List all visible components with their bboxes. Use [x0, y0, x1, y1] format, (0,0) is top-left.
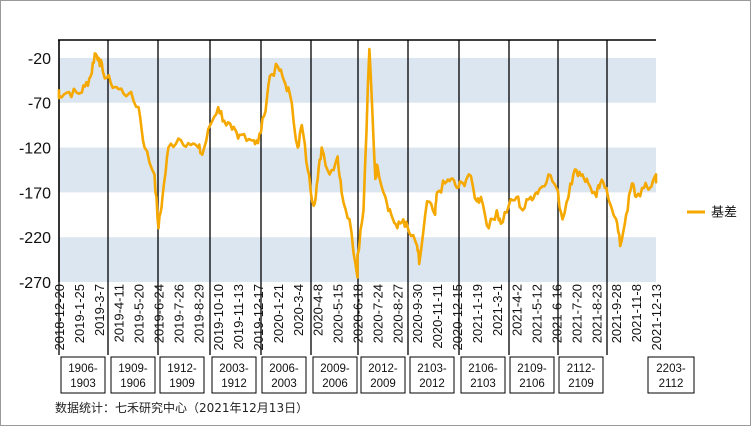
period-box — [211, 356, 257, 394]
x-tick-label: 2019-3-7 — [92, 284, 107, 336]
x-tick-label: 2019-8-29 — [191, 284, 206, 343]
x-tick-label: 2021-5-12 — [530, 284, 545, 343]
x-tick-label: 2019-11-13 — [231, 284, 246, 350]
x-axis-ticks: 2018-12-20 2019-1-25 2019-3-7 2019-4-11 2019… — [52, 284, 664, 351]
period-label-top: 2112- — [567, 363, 596, 375]
x-tick-label: 2019-10-10 — [211, 284, 226, 351]
x-tick-label: 2021-9-28 — [609, 284, 624, 343]
period-box — [360, 356, 406, 394]
period-label-bottom: 1906 — [120, 378, 146, 390]
period-label-top: 2103- — [417, 363, 447, 375]
y-tick-label: -220 — [19, 230, 51, 247]
x-tick-label: 2020-5-15 — [331, 284, 346, 343]
legend-label: 基差 — [711, 206, 737, 221]
period-box — [509, 356, 555, 394]
period-box — [312, 356, 358, 394]
x-tick-label: 2021-1-19 — [470, 284, 485, 343]
period-label-top: 2106- — [468, 363, 498, 375]
period-label-bottom: 2109 — [568, 378, 594, 390]
period-label-bottom: 2006 — [322, 378, 348, 390]
x-tick-label: 2021-11-8 — [629, 284, 644, 342]
period-label-top: 2109- — [517, 363, 547, 375]
period-label-top: 1906- — [68, 363, 98, 375]
series-line-basis — [57, 47, 658, 279]
period-label-top: 2012- — [368, 363, 398, 375]
period-label-bottom: 2003 — [271, 378, 297, 390]
x-tick-label: 2019-1-25 — [72, 284, 87, 343]
x-tick-label: 2021-4-2 — [510, 284, 525, 336]
x-tick-label: 2020-3-4 — [291, 284, 306, 336]
period-box — [558, 356, 604, 394]
x-tick-label: 2020-11-11 — [430, 284, 445, 349]
x-tick-label: 2021-6-16 — [550, 284, 565, 343]
period-box — [647, 356, 695, 394]
y-tick-label: -120 — [19, 141, 51, 158]
period-label-top: 2009- — [320, 363, 350, 375]
x-tick-label: 2019-6-24 — [152, 284, 167, 343]
y-tick-label: -270 — [19, 275, 51, 292]
period-label-top: 1909- — [118, 363, 148, 375]
x-tick-label: 2019-7-26 — [171, 284, 186, 343]
period-label-top: 2006- — [269, 363, 299, 375]
x-tick-label: 2021-7-20 — [569, 284, 584, 343]
period-label-bottom: 2103 — [470, 378, 496, 390]
x-tick-label: 2018-12-20 — [52, 284, 67, 351]
period-box — [409, 356, 455, 394]
x-tick-label: 2021-8-23 — [589, 284, 604, 343]
period-label-bottom: 2009 — [370, 378, 396, 390]
period-label-bottom: 2106 — [519, 378, 545, 390]
x-tick-label: 2019-4-11 — [112, 284, 127, 342]
period-box — [460, 356, 506, 394]
x-tick-label: 2019-12-17 — [251, 284, 266, 351]
period-box — [261, 356, 307, 394]
x-tick-label: 2021-12-13 — [649, 284, 664, 351]
x-tick-label: 2020-8-27 — [390, 284, 405, 343]
x-tick-label: 2020-7-24 — [370, 284, 385, 343]
period-label-top: 2003- — [219, 363, 249, 375]
period-label-bottom: 2112 — [659, 378, 684, 390]
period-box — [110, 356, 156, 394]
period-label-top: 1912- — [167, 363, 197, 375]
period-label-bottom: 2012 — [419, 378, 445, 390]
x-tick-label: 2020-1-21 — [271, 284, 286, 343]
y-tick-label: -70 — [28, 96, 51, 113]
x-tick-label: 2019-5-20 — [132, 284, 147, 343]
x-tick-label: 2021-3-1 — [490, 284, 505, 336]
x-tick-label: 2020-6-18 — [351, 284, 366, 343]
legend: 基差 — [687, 206, 737, 221]
contract-period-labels: 1906- 1903 1909- 1906 1912- 1909 2003- 1912 2006… — [60, 356, 695, 394]
period-label-bottom: 1909 — [169, 378, 195, 390]
y-tick-label: -20 — [28, 51, 51, 68]
period-box — [60, 356, 106, 394]
period-label-bottom: 1903 — [70, 378, 96, 390]
y-axis-ticks: -20 -70 -120 -170 -220 -270 — [19, 51, 51, 292]
period-label-bottom: 1912 — [221, 378, 247, 390]
period-label-top: 2203- — [656, 363, 686, 375]
x-tick-label: 2020-9-30 — [410, 284, 425, 343]
x-tick-label: 2020-12-15 — [450, 284, 465, 351]
source-note: 数据统计：七禾研究中心（2021年12月13日） — [55, 401, 309, 415]
x-tick-label: 2020-4-8 — [311, 284, 326, 336]
period-box — [159, 356, 205, 394]
y-tick-label: -170 — [19, 185, 51, 202]
